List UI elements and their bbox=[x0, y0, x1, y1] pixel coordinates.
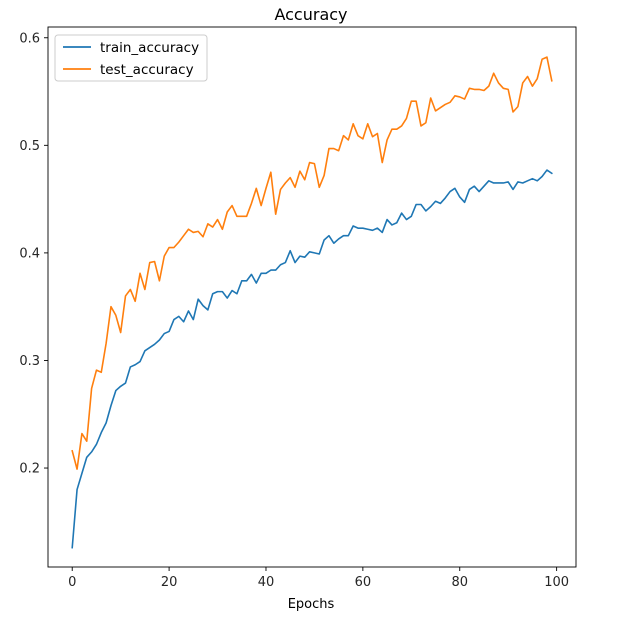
legend-label-train-accuracy: train_accuracy bbox=[100, 40, 199, 56]
x-tick-label: 0 bbox=[68, 575, 76, 590]
x-tick-label: 20 bbox=[161, 575, 178, 590]
legend-label-test-accuracy: test_accuracy bbox=[100, 62, 194, 78]
y-tick-label: 0.4 bbox=[19, 246, 40, 261]
series-layer bbox=[71, 56, 553, 549]
axes-layer: 0 20 40 60 80 100 0.2 0.3 0.4 0.5 0.6 bbox=[19, 26, 577, 590]
y-tick-label: 0.6 bbox=[19, 31, 40, 46]
legend-box bbox=[54, 34, 208, 82]
series-line-train-accuracy bbox=[71, 169, 553, 549]
y-tick-label: 0.2 bbox=[19, 462, 40, 477]
x-tick-label: 80 bbox=[451, 575, 468, 590]
x-axis-label: Epochs bbox=[288, 597, 335, 612]
y-tick-label: 0.3 bbox=[19, 354, 40, 369]
axes-frame bbox=[47, 26, 577, 568]
x-tick-label: 100 bbox=[544, 575, 569, 590]
legend: train_accuracy test_accuracy bbox=[54, 34, 208, 82]
x-tick-label: 60 bbox=[355, 575, 372, 590]
series-line-test-accuracy bbox=[71, 56, 553, 470]
chart-title: Accuracy bbox=[274, 5, 347, 24]
x-tick-label: 40 bbox=[258, 575, 275, 590]
y-tick-label: 0.5 bbox=[19, 139, 40, 154]
